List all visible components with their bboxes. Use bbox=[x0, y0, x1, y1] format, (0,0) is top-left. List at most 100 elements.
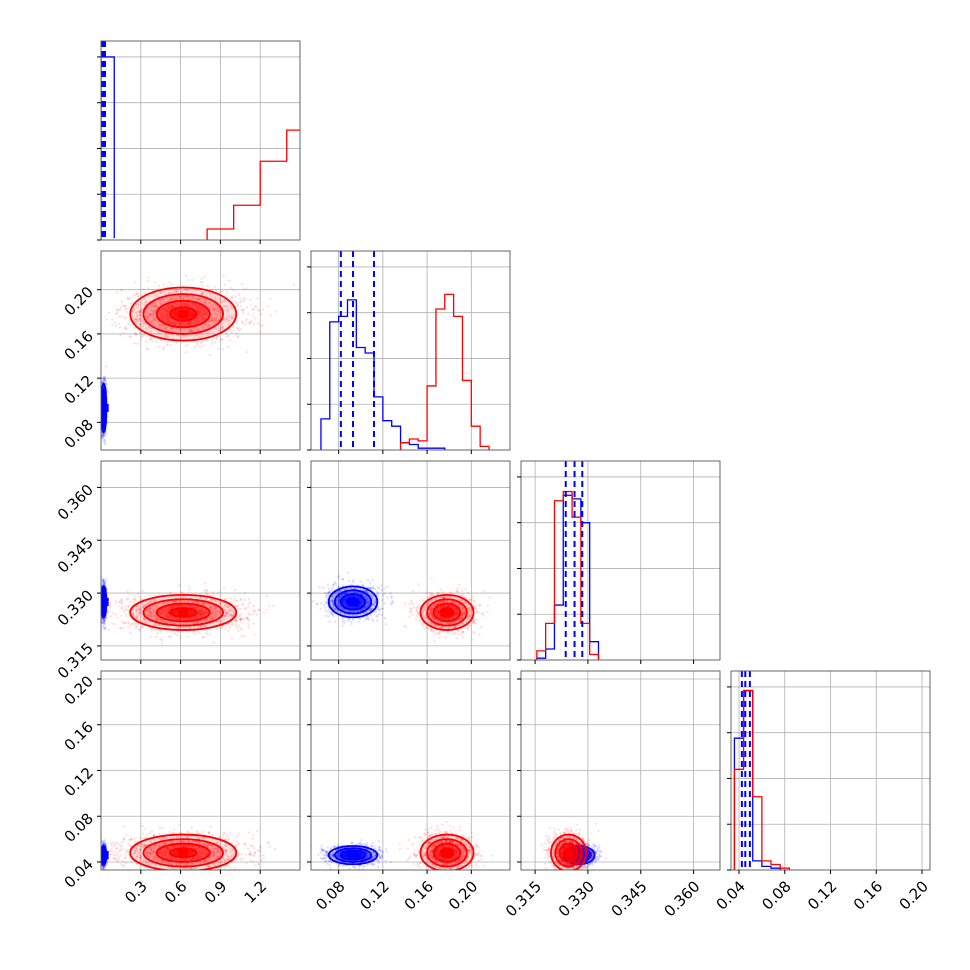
histogram-series_b-3 bbox=[733, 689, 790, 870]
y-tick-label-3-3: 0.16 bbox=[61, 718, 97, 754]
panel-0-0-content bbox=[101, 41, 300, 240]
panel-2-1 bbox=[307, 460, 511, 664]
x-tick-label-3-4: 0.20 bbox=[896, 877, 932, 913]
y-tick-label-1-1: 0.12 bbox=[61, 371, 97, 407]
contour-series_b-2-0-2 bbox=[142, 598, 224, 627]
density-peak-series_a-3-1 bbox=[348, 851, 359, 860]
y-tick-label-2-1: 0.330 bbox=[54, 586, 97, 629]
contour-series_b-3-2-1 bbox=[558, 842, 579, 863]
x-tick-label-2-0: 0.315 bbox=[502, 877, 545, 920]
panel-2-2 bbox=[517, 460, 721, 664]
histogram-series_a-3 bbox=[733, 689, 781, 870]
y-tick-label-3-1: 0.08 bbox=[61, 810, 97, 846]
histogram-series_a-0 bbox=[101, 56, 115, 240]
x-tick-label-0-0: 0.3 bbox=[121, 877, 151, 907]
x-tick-label-1-2: 0.16 bbox=[401, 877, 437, 913]
x-tick-label-1-3: 0.20 bbox=[445, 877, 481, 913]
contour-series_b-1-0-3 bbox=[129, 286, 238, 342]
contour-series_b-2-0-1 bbox=[155, 602, 211, 623]
y-tick-label-1-2: 0.16 bbox=[61, 327, 97, 363]
x-tick-label-0-1: 0.6 bbox=[161, 877, 191, 907]
density-peak-series_b-1-0 bbox=[178, 310, 189, 319]
y-tick-label-3-2: 0.12 bbox=[61, 764, 97, 800]
panel-frame-1-1 bbox=[310, 250, 511, 451]
contour-series_b-2-0-0 bbox=[169, 607, 198, 618]
y-tick-label-2-2: 0.345 bbox=[54, 534, 97, 577]
panel-1-1 bbox=[307, 250, 511, 454]
density-peak-series_b-3-2 bbox=[563, 848, 574, 857]
x-tick-label-1-0: 0.08 bbox=[312, 877, 348, 913]
y-tick-label-3-0: 0.04 bbox=[61, 855, 97, 891]
panel-3-1-content bbox=[311, 671, 510, 870]
contour-series_b-3-0-2 bbox=[142, 838, 224, 868]
panel-2-2-content bbox=[521, 461, 720, 660]
x-tick-label-3-1: 0.08 bbox=[758, 877, 794, 913]
contour-series_a-3-1-3 bbox=[327, 845, 379, 866]
density-peak-series_a-1-0 bbox=[101, 403, 109, 412]
contour-series_b-3-0-0 bbox=[169, 847, 198, 859]
density-peak-series_b-2-0 bbox=[178, 608, 189, 617]
contour-series_b-3-1-0 bbox=[439, 847, 455, 859]
contour-series_b-2-1-1 bbox=[432, 602, 462, 623]
panel-1-1-content bbox=[311, 251, 510, 450]
x-tick-label-3-3: 0.16 bbox=[850, 877, 886, 913]
contour-series_b-1-0-0 bbox=[169, 306, 198, 322]
panel-0-0 bbox=[97, 40, 301, 244]
x-tick-label-2-1: 0.330 bbox=[555, 877, 598, 920]
panel-2-0 bbox=[97, 460, 301, 664]
density-peak-series_b-3-0 bbox=[178, 848, 189, 857]
histogram-series_a-2 bbox=[536, 494, 600, 660]
contour-series_b-2-1-3 bbox=[419, 593, 475, 631]
contour-series_a-2-1-2 bbox=[333, 589, 373, 615]
panel-2-1-content bbox=[311, 461, 510, 660]
y-tick-label-1-0: 0.08 bbox=[61, 416, 97, 452]
panel-frame-2-1 bbox=[310, 460, 511, 661]
panel-3-2-content bbox=[521, 671, 720, 870]
density-peak-series_b-2-1 bbox=[441, 608, 452, 617]
density-peak-series_b-3-1 bbox=[441, 848, 452, 857]
x-tick-label-3-2: 0.12 bbox=[804, 877, 840, 913]
contour-series_b-2-1-2 bbox=[426, 598, 468, 627]
contour-series_b-3-1-2 bbox=[426, 838, 468, 868]
x-tick-label-1-1: 0.12 bbox=[357, 877, 393, 913]
panel-1-0-content bbox=[101, 251, 300, 450]
y-tick-label-1-3: 0.20 bbox=[61, 283, 97, 319]
panel-frame-2-2 bbox=[520, 460, 721, 661]
panel-frame-2-0 bbox=[100, 460, 301, 661]
density-peak-series_a-3-2 bbox=[574, 851, 585, 860]
panel-3-2 bbox=[517, 670, 721, 874]
histogram-series_b-1 bbox=[399, 293, 490, 450]
contour-series_b-3-2-3 bbox=[550, 833, 588, 870]
x-tick-label-3-0: 0.04 bbox=[713, 877, 749, 913]
histogram-series_b-0 bbox=[206, 129, 300, 240]
panel-3-3-content bbox=[731, 671, 930, 870]
panel-3-0 bbox=[97, 670, 301, 874]
panel-frame-0-0 bbox=[100, 40, 301, 241]
contour-series_a-3-1-2 bbox=[333, 847, 373, 863]
contour-series_a-2-1-1 bbox=[339, 593, 367, 611]
contour-series_b-1-0-1 bbox=[155, 299, 211, 329]
x-tick-label-0-3: 1.2 bbox=[241, 877, 271, 907]
x-tick-label-2-3: 0.360 bbox=[660, 877, 703, 920]
panel-2-0-content bbox=[101, 461, 300, 660]
contour-series_a-2-1-3 bbox=[327, 585, 379, 619]
y-tick-label-2-3: 0.360 bbox=[54, 481, 97, 524]
panel-frame-1-0 bbox=[100, 250, 301, 451]
panel-3-0-content bbox=[101, 671, 300, 870]
contour-series_b-3-0-3 bbox=[129, 833, 238, 870]
contour-series_b-1-0-2 bbox=[142, 293, 224, 335]
contour-series_b-2-1-0 bbox=[439, 607, 455, 618]
panel-3-3 bbox=[727, 670, 931, 874]
panel-1-0 bbox=[97, 250, 301, 454]
histogram-series_a-1 bbox=[320, 299, 446, 450]
panel-3-1 bbox=[307, 670, 511, 874]
contour-series_b-3-2-2 bbox=[554, 838, 583, 868]
contour-series_b-3-0-1 bbox=[155, 842, 211, 863]
density-peak-series_a-3-0 bbox=[101, 851, 109, 860]
x-tick-label-0-2: 0.9 bbox=[201, 877, 231, 907]
contour-series_b-2-0-3 bbox=[129, 593, 238, 631]
contour-series_b-3-1-3 bbox=[419, 833, 475, 870]
density-peak-series_a-2-0 bbox=[101, 597, 109, 606]
contour-series_a-3-1-1 bbox=[339, 849, 367, 861]
